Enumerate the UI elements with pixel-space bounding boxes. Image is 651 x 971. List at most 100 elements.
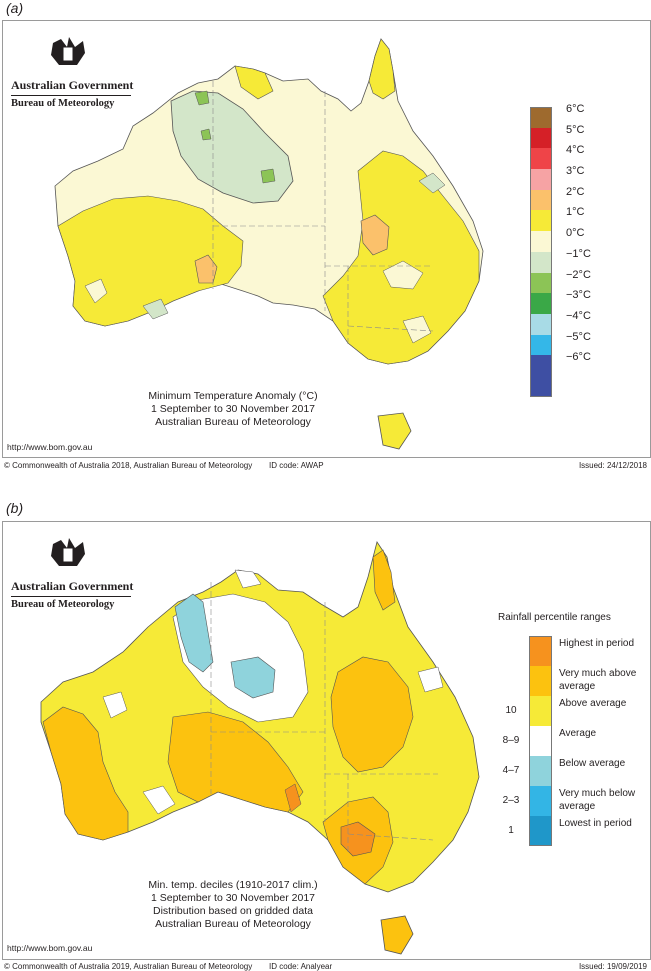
- legend-swatch: [529, 756, 552, 786]
- id-code-b: ID code: Analyear: [269, 962, 333, 971]
- legend-decile: 4–7: [502, 765, 520, 776]
- legend-label: Very much above average: [559, 668, 637, 692]
- legend-label: Very much below average: [559, 788, 636, 812]
- coat-of-arms-icon: [51, 538, 85, 566]
- legend-b-row: 10 Above average: [497, 696, 637, 726]
- issued-b: Issued: 19/09/2019: [578, 962, 647, 971]
- legend-label: −3°C: [566, 289, 591, 302]
- region-2to3-east: [360, 214, 390, 256]
- legend-swatch: [529, 816, 552, 846]
- region-highest: [340, 821, 376, 857]
- footer-a: © Commonwealth of Australia 2018, Austra…: [4, 461, 647, 470]
- legend-b-row: 1 Lowest in period: [497, 816, 637, 846]
- id-code-a: ID code: AWAP: [269, 461, 324, 470]
- legend-b-row: 4–7 Below average: [497, 756, 637, 786]
- region-below-average-central: [230, 656, 276, 699]
- legend-decile: 10: [505, 705, 517, 716]
- legend-label: 3°C: [566, 165, 585, 178]
- legend-label: 0°C: [566, 227, 585, 240]
- legend-label: 5°C: [566, 123, 585, 136]
- legend-decile: 8–9: [502, 735, 520, 746]
- legend-swatch: [530, 375, 552, 397]
- legend-swatch: [529, 636, 552, 666]
- legend-label: Highest in period: [559, 638, 635, 649]
- legend-swatch: [530, 127, 552, 149]
- legend-a-row: 6°C: [530, 103, 640, 128]
- legend-label: −4°C: [566, 309, 591, 322]
- legend-label: −5°C: [566, 330, 591, 343]
- region-below-average-west: [174, 593, 214, 673]
- panel-a-map: Australian Government Bureau of Meteorol…: [2, 20, 651, 458]
- legend-a-row: −1°C: [530, 248, 640, 273]
- region-very-much-above-east: [330, 656, 414, 773]
- gov-name: Australian Government: [11, 78, 133, 96]
- map-caption-b: Min. temp. deciles (1910-2017 clim.) 1 S…: [148, 879, 318, 930]
- legend-a-row: 5°C: [530, 124, 640, 149]
- legend-b-title: Rainfall percentile ranges: [498, 612, 611, 623]
- copyright-a: © Commonwealth of Australia 2018, Austra…: [4, 461, 253, 470]
- legend-swatch: [529, 726, 552, 756]
- legend-b-row: Very much above average: [497, 666, 637, 696]
- bom-url-b[interactable]: http://www.bom.gov.au: [7, 943, 93, 953]
- legend-swatch: [530, 313, 552, 335]
- legend-swatch: [530, 272, 552, 294]
- australia-map-a: [54, 38, 484, 450]
- legend-swatch: [530, 169, 552, 190]
- legend-swatch: [530, 355, 552, 376]
- legend-swatch: [529, 786, 552, 816]
- coat-of-arms-icon: [51, 37, 85, 65]
- legend-a-row: −5°C: [530, 331, 640, 356]
- issued-a: Issued: 24/12/2018: [578, 461, 647, 470]
- legend-label: Below average: [559, 758, 626, 769]
- region-1to2-north: [234, 65, 274, 100]
- legend-a-row: 0°C: [530, 227, 640, 252]
- legend-label: 6°C: [566, 103, 585, 115]
- gov-logo-a: Australian Government Bureau of Meteorol…: [11, 33, 133, 109]
- legend-decile: 1: [508, 825, 514, 836]
- legend-swatch: [530, 107, 552, 128]
- legend-label: −6°C: [566, 351, 591, 364]
- bom-url-a[interactable]: http://www.bom.gov.au: [7, 442, 93, 452]
- legend-swatch: [530, 231, 552, 252]
- legend-swatch: [530, 189, 552, 211]
- legend-label: 1°C: [566, 206, 585, 219]
- region-1to2-cape: [368, 38, 396, 100]
- legend-a-row: −3°C: [530, 289, 640, 314]
- bureau-name: Bureau of Meteorology: [11, 599, 115, 610]
- legend-swatch: [530, 251, 552, 273]
- legend-label: Lowest in period: [559, 818, 632, 829]
- legend-a-row: −6°C: [530, 351, 640, 376]
- legend-label: −1°C: [566, 247, 591, 260]
- region-very-much-above-cape: [372, 549, 396, 611]
- map-caption-a: Minimum Temperature Anomaly (°C) 1 Septe…: [148, 390, 318, 428]
- legend-a-row: 2°C: [530, 186, 640, 211]
- region-very-much-above-central: [167, 711, 304, 813]
- gov-logo-b: Australian Government Bureau of Meteorol…: [11, 534, 133, 610]
- legend-swatch: [529, 666, 552, 696]
- legend-b-row: Highest in period: [497, 636, 637, 666]
- tasmania: [377, 412, 412, 450]
- legend-a-row: −2°C: [530, 269, 640, 294]
- legend-a-row: [530, 375, 640, 397]
- copyright-b: © Commonwealth of Australia 2019, Austra…: [4, 962, 253, 971]
- legend-a-row: 3°C: [530, 165, 640, 190]
- legend-label: 4°C: [566, 144, 585, 157]
- legend-a-row: 1°C: [530, 206, 640, 232]
- legend-b-row: 8–9 Average: [497, 726, 637, 756]
- legend-b-row: 2–3 Very much below average: [497, 786, 637, 816]
- legend-decile: 2–3: [502, 795, 520, 806]
- legend-swatch: [530, 334, 552, 356]
- panel-a-label: (a): [6, 0, 24, 16]
- legend-a-row: −4°C: [530, 310, 640, 335]
- bureau-name: Bureau of Meteorology: [11, 98, 115, 109]
- legend-swatch: [529, 696, 552, 726]
- legend-swatch: [530, 210, 552, 232]
- legend-a-row: 4°C: [530, 144, 640, 170]
- legend-a: 6°C 5°C 4°C 3°C 2°C 1°C 0°C −1°C −2°C −3°C −4°C −5°…: [530, 103, 640, 397]
- region-2to3-south: [194, 254, 218, 284]
- tasmania-b: [380, 915, 414, 955]
- legend-label: Average: [559, 728, 597, 739]
- legend-label: Above average: [559, 698, 627, 709]
- legend-swatch: [530, 293, 552, 314]
- legend-swatch: [530, 148, 552, 170]
